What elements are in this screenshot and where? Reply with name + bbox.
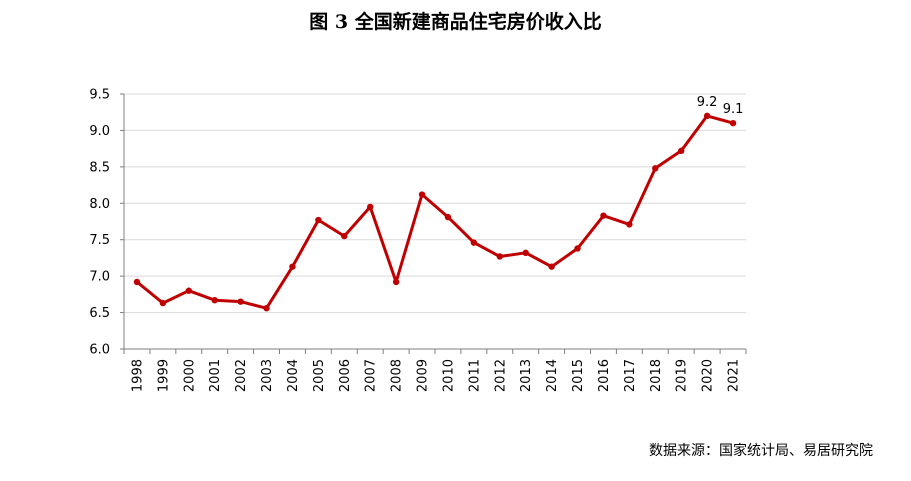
chart-title: 图 3 全国新建商品住宅房价收入比	[309, 11, 602, 33]
x-tick-label: 2015	[571, 359, 586, 392]
data-labels: 9.2 9.1	[697, 95, 744, 117]
data-point	[626, 221, 633, 228]
x-tick-label: 2003	[260, 359, 275, 392]
x-tick-label: 2020	[701, 359, 716, 392]
data-point	[341, 232, 348, 240]
x-tick-label: 2012	[493, 359, 508, 392]
series-line	[136, 114, 734, 310]
data-point	[133, 278, 141, 286]
y-tick-label: 9.0	[89, 124, 110, 139]
y-tick-label: 6.5	[89, 306, 110, 321]
data-label: 9.1	[723, 102, 744, 117]
data-point	[237, 298, 244, 305]
x-tick-label: 2016	[597, 359, 612, 392]
x-tick-label: 2001	[208, 359, 223, 392]
y-tick-label: 7.0	[89, 270, 110, 285]
x-tick-label: 2005	[312, 359, 327, 392]
data-point	[678, 147, 685, 155]
data-point	[211, 296, 218, 304]
y-tick-label: 9.5	[89, 88, 110, 103]
x-tick-label: 2014	[545, 359, 560, 392]
data-point	[496, 253, 503, 260]
data-point	[444, 213, 452, 221]
x-tick-label: 2021	[727, 359, 742, 392]
axes	[120, 93, 747, 354]
data-point	[263, 305, 270, 312]
x-tick-label: 2008	[390, 359, 405, 392]
data-label: 9.2	[697, 95, 718, 110]
x-tick-label: 2018	[649, 359, 664, 392]
y-tick-label: 6.0	[89, 343, 110, 358]
y-tick-label: 8.5	[89, 160, 110, 175]
data-point	[548, 263, 555, 270]
x-tick-label: 2000	[182, 359, 197, 392]
data-point	[367, 203, 374, 211]
x-tick-label: 2010	[441, 359, 456, 392]
data-point	[574, 245, 581, 252]
gridlines	[124, 93, 746, 314]
data-point	[315, 216, 322, 224]
data-point	[522, 249, 529, 257]
x-tick-label: 1999	[156, 359, 171, 392]
data-point	[470, 239, 478, 246]
x-tick-label: 2017	[623, 359, 638, 392]
x-axis-ticks: 1998 1999 2000 2001 2002 2003 2004 2005 2006 2007…	[130, 359, 741, 392]
data-point	[600, 212, 607, 219]
x-tick-label: 2007	[364, 359, 379, 392]
data-point	[418, 191, 426, 198]
y-axis-ticks: 6.0 6.5 7.0 7.5 8.0 8.5 9.0 9.5	[89, 88, 110, 358]
x-tick-label: 2002	[234, 359, 249, 392]
data-point	[159, 299, 167, 307]
data-point	[185, 287, 192, 294]
x-tick-label: 2009	[416, 359, 431, 392]
data-point	[392, 278, 400, 286]
data-point	[289, 263, 296, 270]
data-point	[703, 112, 711, 120]
series-group	[133, 112, 737, 312]
x-tick-label: 2019	[675, 359, 690, 392]
x-tick-label: 2013	[519, 359, 534, 392]
x-tick-label: 2004	[286, 359, 301, 392]
data-point	[652, 165, 659, 172]
x-tick-label: 1998	[130, 359, 145, 392]
y-tick-label: 7.5	[89, 233, 110, 248]
data-point	[729, 119, 737, 127]
y-tick-label: 8.0	[89, 197, 110, 212]
x-tick-label: 2006	[338, 359, 353, 392]
x-tick-label: 2011	[467, 359, 482, 392]
source-note: 数据来源：国家统计局、易居研究院	[649, 443, 873, 459]
